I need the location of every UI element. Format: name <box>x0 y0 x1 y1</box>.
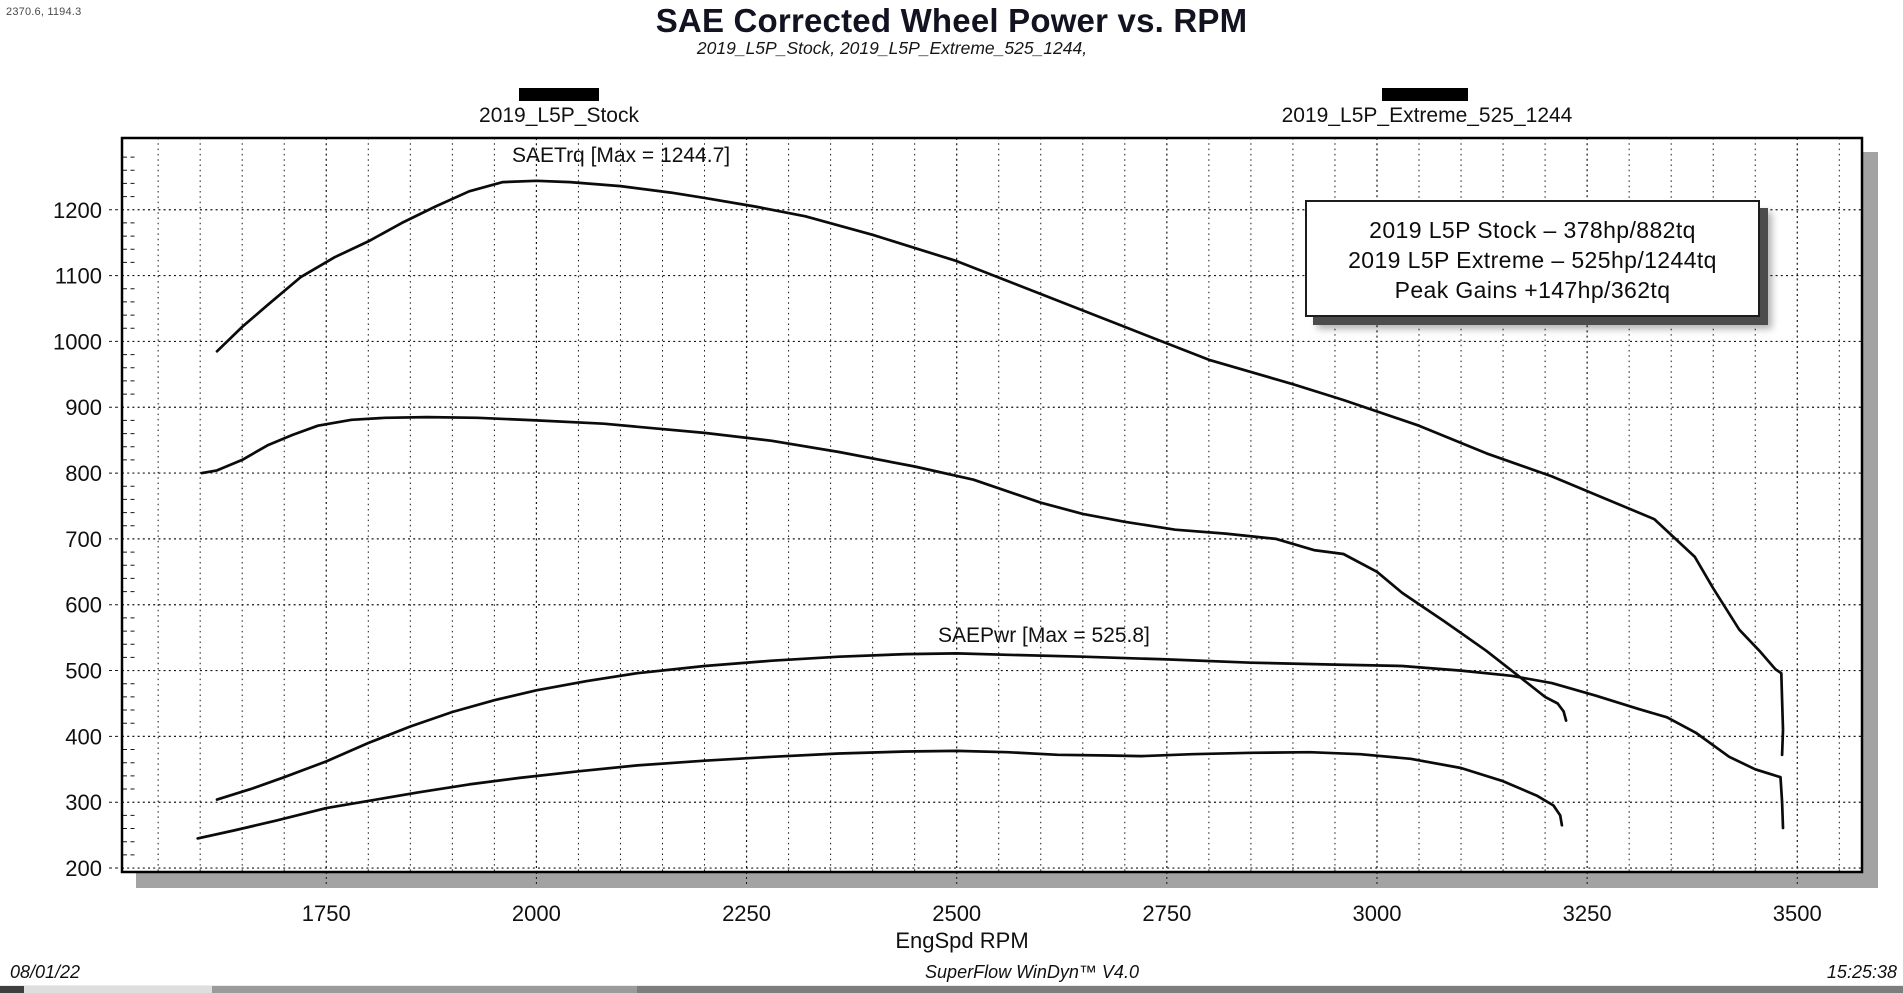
footer-app-name: SuperFlow WinDyn™ V4.0 <box>925 962 1139 982</box>
y-tick-label: 1000 <box>53 329 102 354</box>
x-tick-label: 1750 <box>302 901 351 926</box>
footer-time: 15:25:38 <box>1826 962 1897 982</box>
info-line-stock: 2019 L5P Stock – 378hp/882tq <box>1369 217 1696 243</box>
y-tick-label: 700 <box>65 527 102 552</box>
y-tick-label: 200 <box>65 856 102 881</box>
x-tick-label: 3250 <box>1563 901 1612 926</box>
torque-max-annotation: SAETrq [Max = 1244.7] <box>512 144 731 167</box>
x-tick-label: 2500 <box>932 901 981 926</box>
y-tick-label: 400 <box>65 724 102 749</box>
legend-marker-extreme <box>1382 88 1468 101</box>
y-tick-label: 1200 <box>53 198 102 223</box>
taskbar-strip <box>0 985 1903 993</box>
cursor-coordinates-readout: 2370.6, 1194.3 <box>6 6 82 18</box>
power-max-annotation: SAEPwr [Max = 525.8] <box>938 624 1150 647</box>
y-tick-label: 800 <box>65 461 102 486</box>
axis-tick-labels: 1750 2000 2250 2500 2750 3000 3250 3500 200 300 40… <box>53 198 1822 926</box>
page-title: SAE Corrected Wheel Power vs. RPM <box>655 2 1248 39</box>
peak-results-info-box: 2019 L5P Stock – 378hp/882tq 2019 L5P Ex… <box>1305 200 1760 317</box>
footer-date: 08/01/22 <box>10 962 81 982</box>
x-tick-label: 3000 <box>1353 901 1402 926</box>
x-tick-label: 2000 <box>512 901 561 926</box>
page-subtitle: 2019_L5P_Stock, 2019_L5P_Extreme_525_124… <box>696 38 1088 58</box>
x-tick-label: 3500 <box>1773 901 1822 926</box>
curve-extreme-power <box>215 652 1785 830</box>
x-tick-label: 2250 <box>722 901 771 926</box>
legend-label-stock: 2019_L5P_Stock <box>479 104 639 127</box>
x-tick-label: 2750 <box>1142 901 1191 926</box>
y-tick-label: 900 <box>65 395 102 420</box>
y-tick-label: 1100 <box>55 264 102 289</box>
taskbar-segment <box>212 986 637 993</box>
plot-border <box>120 136 1864 874</box>
legend-label-extreme: 2019_L5P_Extreme_525_1244 <box>1281 104 1573 127</box>
x-axis-label: EngSpd RPM <box>895 928 1029 953</box>
curve-stock-power <box>196 749 1564 840</box>
y-tick-label: 500 <box>65 659 102 684</box>
legend-marker-stock <box>519 88 599 101</box>
info-line-gains: Peak Gains +147hp/362tq <box>1394 277 1671 303</box>
taskbar-segment <box>637 986 1903 993</box>
curve-stock-torque <box>200 415 1568 722</box>
taskbar-segment <box>24 986 212 993</box>
taskbar-segment <box>0 986 24 993</box>
curve-extreme-torque <box>215 179 1785 757</box>
info-line-extreme: 2019 L5P Extreme – 525hp/1244tq <box>1348 247 1717 273</box>
y-tick-label: 600 <box>65 593 102 618</box>
y-tick-label: 300 <box>65 790 102 815</box>
